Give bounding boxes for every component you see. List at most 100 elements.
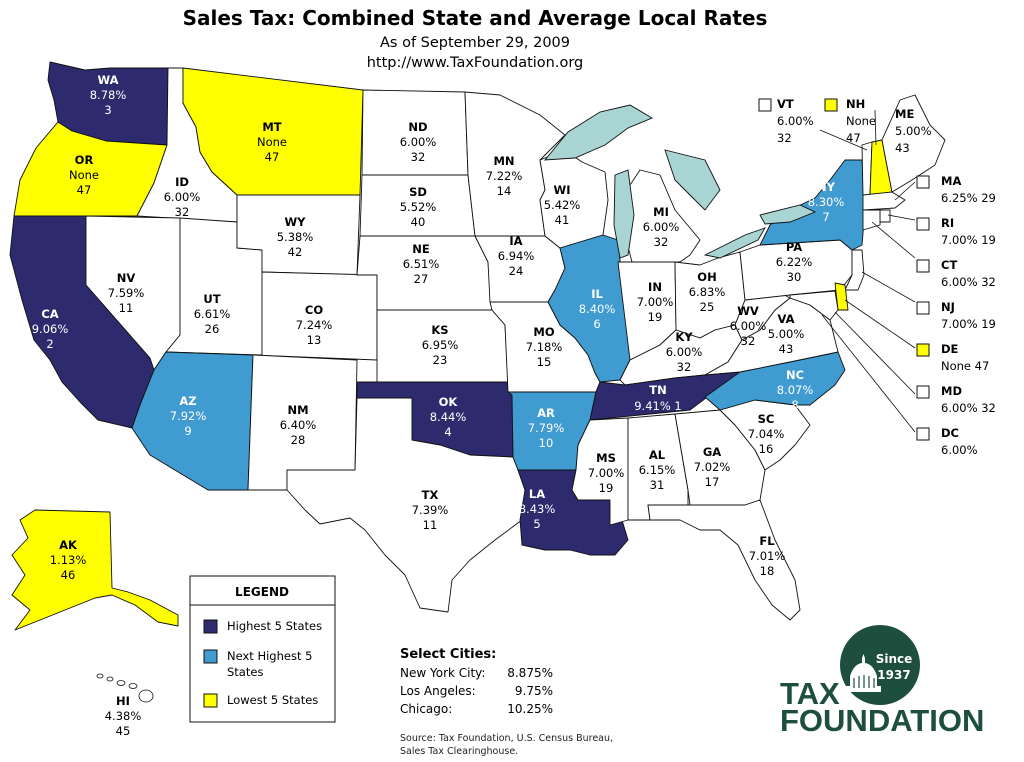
capitol-columns-icon [853, 675, 875, 688]
state-label-mo: MO7.18%15 [526, 325, 563, 369]
state-shape-il [547, 234, 631, 383]
hawaii-island-5 [138, 689, 154, 703]
leader-line-nh [874, 109, 877, 146]
hawaii-island-3 [116, 680, 126, 686]
state-abbr: WV [737, 304, 759, 318]
leader-line-de [844, 299, 916, 349]
legend-title: LEGEND [235, 585, 289, 599]
state-label-nm: NM6.40%28 [280, 403, 317, 447]
state-rate: 6.22% [776, 255, 813, 269]
topright-abbr: ME [895, 107, 914, 121]
state-abbr: HI [116, 694, 130, 708]
color-swatch [758, 98, 772, 112]
state-rank: 4 [444, 425, 451, 439]
color-swatch [916, 343, 930, 357]
state-abbr: NV [117, 271, 136, 285]
state-label-wy: WY5.38%42 [277, 215, 314, 259]
state-label-co: CO7.24%13 [296, 303, 333, 347]
state-label-ne: NE6.51%27 [403, 242, 440, 286]
state-rank: 11 [423, 518, 438, 532]
state-rank: 16 [759, 442, 774, 456]
state-label-il: IL8.40%6 [579, 287, 616, 331]
state-label-hi: HI4.38%45 [105, 694, 142, 738]
state-rate: 8.43% [519, 502, 556, 516]
side-box-de: DE None 47 [916, 342, 989, 373]
legend-label: Highest 5 States [227, 619, 322, 633]
state-abbr: IL [591, 287, 603, 301]
legend-label: Lowest 5 States [227, 693, 318, 707]
side-value: 7.00% 19 [941, 233, 996, 247]
state-shape-mt [182, 67, 364, 196]
state-rank: 3 [104, 103, 111, 117]
logo-since: Since [876, 652, 913, 666]
side-box-ma: MA 6.25% 29 [916, 174, 996, 205]
state-abbr: LA [529, 487, 545, 501]
state-rate: 6.00% [730, 319, 767, 333]
topright-box-vt: VT 6.00% 32 [758, 97, 814, 145]
state-rank: 30 [787, 270, 802, 284]
state-label-ut: UT6.61%26 [194, 292, 231, 336]
state-rate: 6.00% [643, 220, 680, 234]
state-rate: 6.15% [639, 463, 676, 477]
topright-rate: 5.00% [895, 124, 932, 138]
state-label-ar: AR7.79%10 [528, 406, 565, 450]
state-abbr: NY [817, 180, 836, 194]
map-title: Sales Tax: Combined State and Average Lo… [183, 6, 768, 30]
state-abbr: PA [786, 240, 802, 254]
state-abbr: NM [287, 403, 308, 417]
state-rank: 32 [411, 150, 426, 164]
lake-michigan [613, 169, 635, 259]
state-label-sd: SD5.52%40 [400, 185, 437, 229]
state-abbr: FL [759, 534, 775, 548]
state-shape-nj [844, 249, 865, 291]
state-rate: 7.59% [108, 286, 145, 300]
state-shape-ri [879, 209, 891, 223]
color-swatch [916, 301, 930, 315]
great-lakes [543, 104, 817, 259]
state-abbr: WI [554, 183, 571, 197]
state-rank: 46 [61, 568, 76, 582]
state-rate: 5.52% [400, 200, 437, 214]
state-label-tn: TN 9.41% 1 [634, 383, 682, 413]
state-rank: 2 [46, 337, 53, 351]
leader-line-md [834, 311, 916, 395]
color-swatch [916, 427, 930, 441]
color-swatch [824, 98, 838, 112]
side-box-md: MD 6.00% 32 [916, 384, 996, 415]
side-abbr: MA [941, 174, 961, 188]
topright-rate: None [846, 114, 876, 128]
hawaii-island-2 [106, 676, 114, 682]
state-rank: 43 [779, 342, 794, 356]
state-abbr: VA [777, 312, 794, 326]
state-rank: 9 [184, 424, 191, 438]
hawaii-island-4 [128, 683, 138, 689]
state-rank: 40 [411, 215, 426, 229]
state-rank: 19 [599, 481, 614, 495]
side-abbr: NJ [941, 300, 955, 314]
state-label-la: LA8.43%5 [519, 487, 556, 531]
state-rate: 6.51% [403, 257, 440, 271]
state-rate: 7.04% [748, 427, 785, 441]
leader-line-ct [871, 221, 916, 259]
state-shape-fl [647, 499, 801, 621]
state-abbr: OH [697, 270, 716, 284]
state-rank: 31 [650, 478, 665, 492]
city-name: Chicago: [400, 702, 452, 716]
state-abbr: IA [509, 234, 522, 248]
map-subtitle: As of September 29, 2009 [380, 35, 570, 51]
state-label-wa: WA8.78%3 [90, 73, 127, 117]
legend-item: Next Highest 5 States [203, 649, 312, 679]
state-rate: 6.95% [422, 338, 459, 352]
topright-abbr: NH [846, 97, 865, 111]
state-rate: 7.01% [749, 549, 786, 563]
state-rate: 5.38% [277, 230, 314, 244]
state-label-ks: KS6.95%23 [422, 323, 459, 367]
state-label-ca: CA9.06%2 [32, 307, 69, 351]
state-label-mn: MN7.22%14 [486, 154, 523, 198]
state-rank: 14 [497, 184, 512, 198]
leader-line-ri [887, 214, 916, 221]
state-abbr: UT [203, 292, 220, 306]
map-url: http://www.TaxFoundation.org [367, 55, 584, 71]
